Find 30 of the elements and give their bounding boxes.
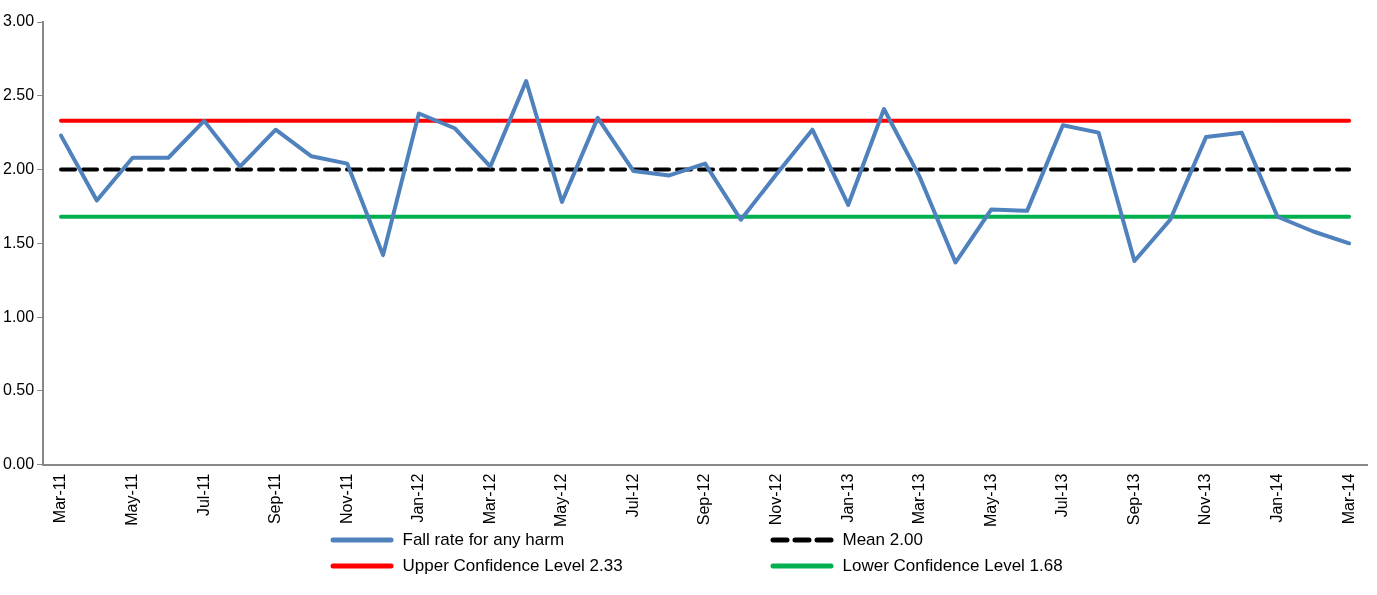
- x-tick-label: Mar-13: [910, 473, 928, 525]
- legend-label: Lower Confidence Level 1.68: [842, 556, 1063, 576]
- x-tick-label: Jul-13: [1053, 473, 1071, 518]
- x-tick-label: Mar-12: [480, 473, 498, 525]
- legend-label: Mean 2.00: [842, 530, 923, 550]
- x-tick-label: Jul-12: [623, 473, 641, 518]
- y-tick-label: 3.00: [3, 12, 35, 30]
- legend-label: Upper Confidence Level 2.33: [402, 556, 623, 576]
- y-tick-label: 0.50: [3, 381, 35, 399]
- x-tick-label: Jan-12: [409, 473, 427, 523]
- x-tick-label: Mar-14: [1339, 473, 1357, 525]
- x-tick-label: Mar-11: [51, 473, 69, 524]
- y-tick-label: 0.00: [3, 455, 35, 473]
- x-tick-label: Sep-11: [266, 473, 284, 525]
- x-tick-label: May-12: [552, 473, 570, 528]
- x-tick-label: Nov-11: [337, 473, 355, 525]
- x-tick-label: Jul-11: [194, 473, 212, 517]
- x-tick-label: Sep-12: [695, 473, 713, 526]
- y-tick-label: 1.50: [3, 233, 35, 251]
- y-tick-label: 2.50: [3, 86, 35, 104]
- x-tick-label: Jan-14: [1267, 473, 1285, 523]
- x-tick-label: May-13: [981, 473, 999, 528]
- legend-label: Fall rate for any harm: [402, 530, 565, 550]
- y-tick-label: 1.00: [3, 307, 35, 325]
- x-tick-label: Nov-12: [767, 473, 785, 526]
- x-tick-label: Nov-13: [1196, 473, 1214, 526]
- y-tick-label: 2.00: [3, 159, 35, 177]
- x-tick-label: May-11: [123, 473, 140, 526]
- x-tick-label: Sep-13: [1124, 473, 1142, 526]
- x-tick-label: Jan-13: [838, 473, 856, 523]
